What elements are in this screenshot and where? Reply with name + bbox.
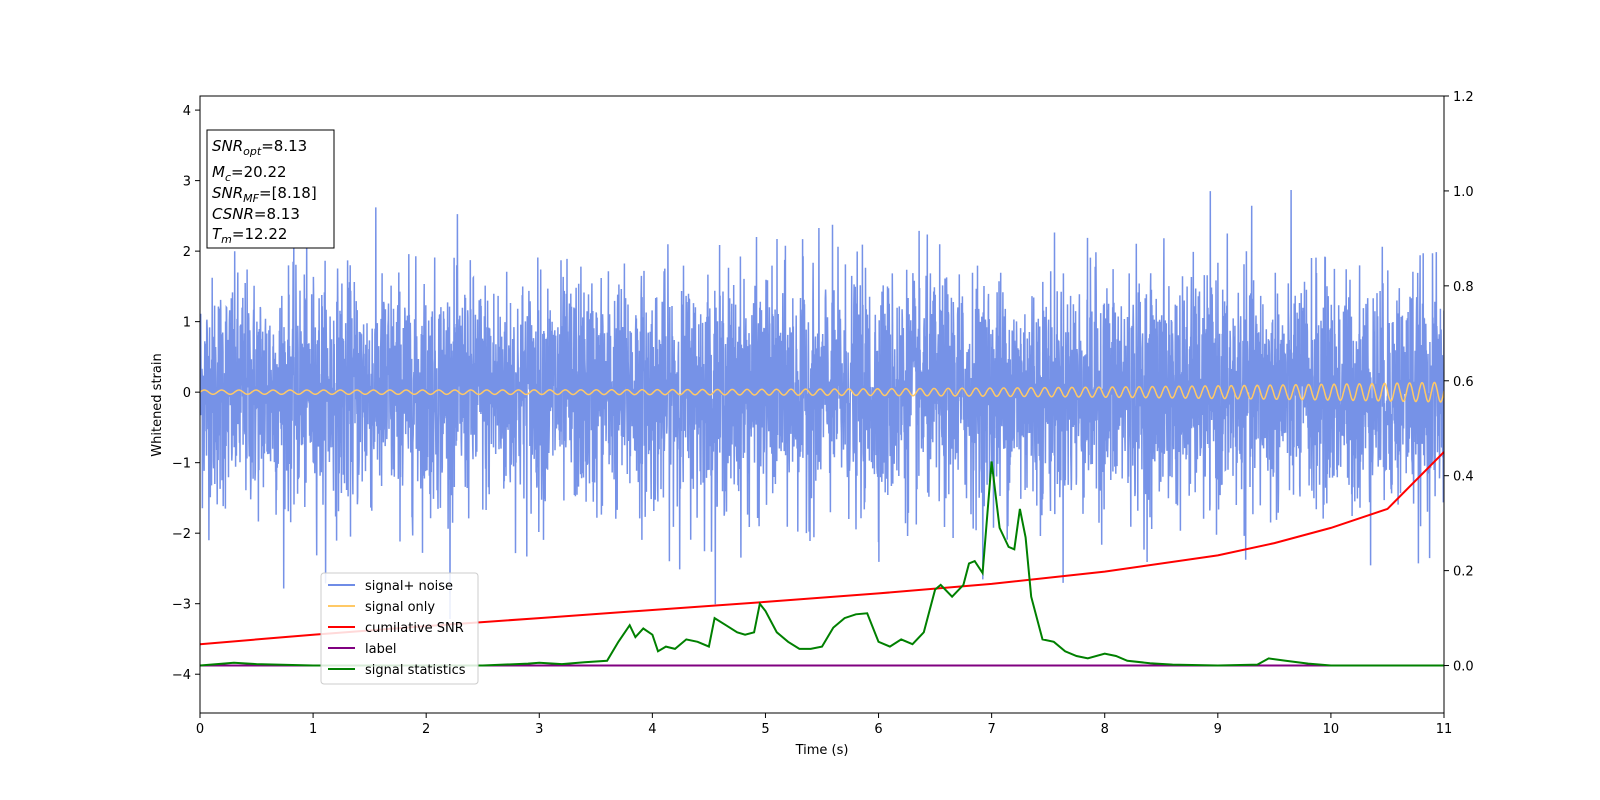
y-right-tick-label: 0.8 xyxy=(1453,280,1474,295)
info-snr-opt: SNRopt=8.13 xyxy=(212,137,307,158)
x-tick-label: 11 xyxy=(1436,722,1453,737)
x-tick-label: 6 xyxy=(874,722,882,737)
y-left-tick-label: 1 xyxy=(183,316,191,331)
y-axis-left: 4 3 2 1 0 −1 −2 −3 −4 xyxy=(172,104,200,683)
x-tick-label: 7 xyxy=(987,722,995,737)
x-tick-label: 8 xyxy=(1101,722,1109,737)
x-tick-label: 10 xyxy=(1323,722,1340,737)
y-right-tick-label: 0.0 xyxy=(1453,660,1474,675)
x-tick-label: 2 xyxy=(422,722,430,737)
series-signal-only xyxy=(200,381,1444,403)
y-right-tick-label: 1.2 xyxy=(1453,90,1474,105)
info-tm: Tm=12.22 xyxy=(212,225,287,246)
y-left-tick-label: −4 xyxy=(172,668,191,683)
info-box: SNRopt=8.13 Mc=20.22 SNRMF=[8.18] CSNR=8… xyxy=(206,129,335,249)
x-axis-label: Time (s) xyxy=(795,743,849,758)
legend-label-cumilative-snr: cumilative SNR xyxy=(365,621,464,636)
y-right-tick-label: 0.2 xyxy=(1453,565,1474,580)
x-tick-label: 5 xyxy=(761,722,769,737)
y-left-tick-label: −2 xyxy=(172,527,191,542)
x-tick-label: 9 xyxy=(1214,722,1222,737)
info-box-frame xyxy=(206,129,335,249)
legend-label-signal-noise: signal+ noise xyxy=(365,579,453,594)
y-left-tick-label: 2 xyxy=(183,245,191,260)
info-csnr: CSNR=8.13 xyxy=(212,205,300,223)
series-signal-statistics xyxy=(200,461,1444,667)
info-snr-mf: SNRMF=[8.18] xyxy=(212,184,317,205)
y-left-tick-label: 0 xyxy=(183,386,191,401)
y-right-tick-label: 1.0 xyxy=(1453,185,1474,200)
y-left-tick-label: 3 xyxy=(183,175,191,190)
x-tick-label: 0 xyxy=(196,722,204,737)
legend-frame xyxy=(320,572,479,685)
info-mc: Mc=20.22 xyxy=(212,163,287,184)
x-axis: 0 1 2 3 4 5 6 7 8 9 10 11 xyxy=(196,713,1452,737)
y-left-tick-label: 4 xyxy=(183,104,191,119)
y-right-tick-label: 0.6 xyxy=(1453,375,1474,390)
x-tick-label: 4 xyxy=(648,722,656,737)
legend: signal+ noise signal only cumilative SNR… xyxy=(320,572,479,685)
plot-frame xyxy=(199,95,1445,714)
y-axis-label: Whitened strain xyxy=(150,353,165,456)
y-left-tick-label: −1 xyxy=(172,457,191,472)
x-tick-label: 1 xyxy=(309,722,317,737)
legend-label-signal-statistics: signal statistics xyxy=(365,663,466,678)
y-axis-right: 1.2 1.0 0.8 0.6 0.4 0.2 0.0 xyxy=(1444,90,1474,675)
y-left-tick-label: −3 xyxy=(172,598,191,613)
x-tick-label: 3 xyxy=(535,722,543,737)
legend-label-label: label xyxy=(365,642,396,657)
y-right-tick-label: 0.4 xyxy=(1453,470,1474,485)
legend-label-signal-only: signal only xyxy=(365,600,435,615)
